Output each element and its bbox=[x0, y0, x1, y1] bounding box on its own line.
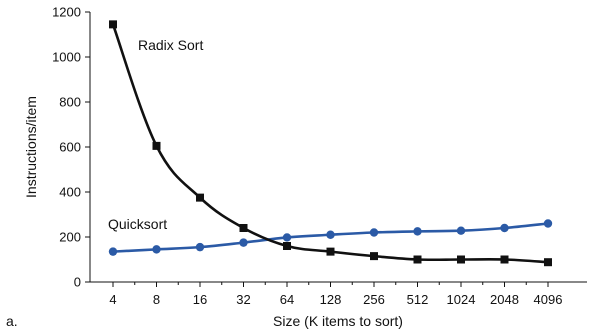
x-tick-label: 512 bbox=[407, 292, 429, 307]
y-tick-label: 800 bbox=[59, 95, 81, 110]
series-layer bbox=[108, 20, 553, 267]
data-point-radix-sort bbox=[326, 247, 335, 256]
series-line-radix-sort bbox=[111, 23, 549, 264]
data-point-radix-sort bbox=[544, 258, 552, 267]
y-tick-label: 1200 bbox=[52, 5, 81, 20]
data-point-quicksort bbox=[326, 230, 335, 239]
data-point-quicksort bbox=[369, 228, 379, 237]
data-point-quicksort bbox=[239, 238, 248, 247]
x-tick-label: 4 bbox=[109, 292, 116, 307]
x-tick-label: 32 bbox=[236, 292, 250, 307]
data-point-quicksort bbox=[543, 219, 553, 228]
data-point-quicksort bbox=[413, 227, 422, 236]
x-tick-label: 16 bbox=[193, 292, 207, 307]
y-ticks: 0 200 400 600 800 1000 1200 bbox=[52, 5, 90, 290]
series-label-radix-sort: Radix Sort bbox=[138, 37, 203, 53]
data-point-radix-sort bbox=[109, 20, 117, 29]
y-tick-label: 200 bbox=[59, 230, 81, 245]
data-point-radix-sort bbox=[283, 242, 291, 250]
x-tick-label: 2048 bbox=[490, 292, 519, 307]
data-point-radix-sort bbox=[457, 255, 465, 264]
data-point-quicksort bbox=[282, 233, 292, 242]
x-tick-label: 256 bbox=[363, 292, 385, 307]
x-axis-title: Size (K items to sort) bbox=[273, 313, 403, 329]
data-point-radix-sort bbox=[413, 255, 422, 264]
x-tick-label: 8 bbox=[153, 292, 160, 307]
x-ticks: 4 8 16 32 64 128 256 512 1024 2048 4096 bbox=[109, 282, 562, 307]
x-tick-label: 64 bbox=[280, 292, 294, 307]
data-point-quicksort bbox=[195, 242, 205, 252]
y-tick-label: 400 bbox=[59, 185, 81, 200]
data-point-quicksort bbox=[456, 226, 466, 235]
data-point-quicksort bbox=[152, 245, 161, 254]
data-point-radix-sort bbox=[196, 193, 204, 202]
x-tick-label: 1024 bbox=[447, 292, 476, 307]
y-tick-label: 1000 bbox=[52, 50, 81, 65]
y-tick-label: 0 bbox=[74, 275, 81, 290]
data-point-radix-sort bbox=[239, 224, 248, 232]
data-point-radix-sort bbox=[500, 255, 509, 264]
data-point-radix-sort bbox=[152, 141, 161, 150]
x-tick-label: 4096 bbox=[534, 292, 563, 307]
y-tick-label: 600 bbox=[59, 140, 81, 155]
y-axis-title: Instructions/item bbox=[23, 96, 39, 198]
data-point-radix-sort bbox=[370, 252, 378, 261]
x-tick-label: 128 bbox=[320, 292, 342, 307]
panel-label: a. bbox=[6, 313, 18, 329]
data-point-quicksort bbox=[500, 223, 509, 233]
data-point-quicksort bbox=[108, 247, 118, 256]
series-label-quicksort: Quicksort bbox=[108, 216, 167, 232]
